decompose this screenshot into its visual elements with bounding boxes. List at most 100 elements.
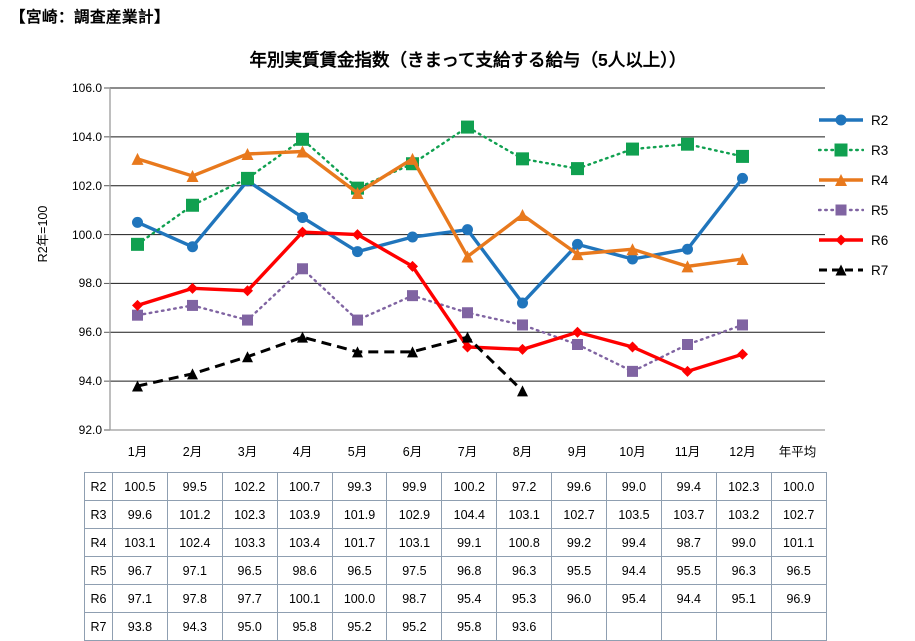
table-cell: 98.7: [660, 528, 717, 557]
table-cell: 94.3: [166, 612, 223, 641]
legend-marker-R5: [835, 204, 847, 216]
table-cell: 102.2: [221, 472, 278, 501]
table-cell: 95.0: [221, 612, 278, 641]
marker-R5: [407, 290, 418, 302]
table-cell: 99.4: [606, 528, 662, 557]
y-tick-label: 100.0: [71, 227, 102, 242]
table-cell: 101.1: [770, 528, 827, 557]
table-cell: 96.7: [112, 556, 168, 585]
legend-marker-R2: [835, 114, 847, 126]
marker-R7: [352, 346, 363, 358]
table-cell: 95.4: [441, 584, 498, 613]
y-tick-label: 102.0: [71, 178, 102, 193]
table-cell: 104.4: [441, 500, 498, 529]
x-tick-label: 1月: [127, 445, 148, 459]
table-row-R6: R6 97.1 97.8 97.7 100.1 100.0 98.7 95.4 95.3 96.0…: [84, 584, 827, 613]
marker-R6: [462, 341, 473, 353]
table-cell: 103.1: [496, 500, 553, 529]
page-title: 【宮崎：調査産業計】: [10, 9, 171, 26]
table-cell: [660, 612, 717, 641]
legend-key-R7: [819, 264, 863, 276]
marker-R4: [406, 152, 419, 165]
table-cell: [770, 612, 827, 641]
marker-R6: [297, 226, 308, 238]
table-cell: 96.3: [715, 556, 772, 585]
table-cell: [715, 612, 772, 641]
y-tick-label: 96.0: [78, 325, 102, 340]
marker-R5: [682, 339, 693, 350]
table-cell: 95.3: [496, 584, 553, 613]
legend-label: R5: [871, 202, 889, 218]
table-cell: 100.8: [496, 528, 553, 557]
marker-R6: [407, 260, 418, 272]
marker-R4: [131, 152, 144, 165]
marker-R5: [242, 314, 253, 326]
table-cell: 94.4: [606, 556, 662, 585]
table-cell: [551, 612, 608, 641]
table-cell: 101.9: [331, 500, 388, 529]
marker-R2: [517, 297, 528, 309]
table-cell: 97.8: [166, 584, 223, 613]
series-line-R2: [136, 177, 744, 306]
row-header: R5: [84, 556, 113, 585]
marker-R5: [187, 299, 198, 311]
x-tick-label: 12月: [729, 445, 756, 459]
table-cell: 102.4: [166, 528, 223, 557]
table-row-R7: R7 93.8 94.3 95.0 95.8 95.2 95.2 95.8 93.6: [84, 612, 827, 641]
table-cell: 98.6: [276, 556, 333, 585]
table-cell: 103.7: [660, 500, 717, 529]
table-cell: 95.4: [606, 584, 662, 613]
marker-R6: [627, 341, 638, 353]
marker-R6: [737, 348, 748, 360]
table-cell: 99.9: [386, 472, 443, 501]
table-cell: 99.6: [112, 500, 168, 529]
table-cell: 103.3: [221, 528, 278, 557]
table-cell: 99.0: [606, 472, 662, 501]
legend-key-R2: [819, 114, 863, 126]
table-cell: 98.7: [386, 584, 443, 613]
legend-label: R6: [871, 232, 889, 248]
marker-R3: [131, 237, 144, 251]
table-cell: 96.8: [441, 556, 498, 585]
row-header: R7: [84, 612, 113, 641]
table-cell: 103.5: [606, 500, 662, 529]
legend-marker-R7: [835, 264, 847, 276]
table-cell: 102.3: [221, 500, 278, 529]
table-cell: 96.9: [770, 584, 827, 613]
marker-R6: [517, 343, 528, 355]
legend-item-R4: R4: [818, 165, 914, 195]
row-header: R2: [84, 472, 113, 501]
x-tick-label: 11月: [674, 445, 701, 459]
marker-R6: [132, 299, 143, 311]
table-cell: 93.8: [112, 612, 168, 641]
marker-R7: [132, 380, 143, 392]
marker-R6: [572, 326, 583, 338]
table-cell: 96.3: [496, 556, 553, 585]
y-tick-label: 104.0: [71, 129, 102, 144]
table-cell: 96.5: [221, 556, 278, 585]
marker-R2: [462, 224, 473, 236]
row-header: R6: [84, 584, 113, 613]
marker-R7: [242, 351, 253, 363]
table-cell: 97.1: [166, 556, 223, 585]
legend-label: R4: [871, 172, 889, 188]
marker-R4: [461, 250, 474, 263]
table-row-R2: R2 100.5 99.5 102.2 100.7 99.3 99.9 100.2 97.2 99…: [84, 472, 827, 501]
marker-R7: [297, 331, 308, 343]
marker-R6: [242, 285, 253, 297]
data-table: R2 100.5 99.5 102.2 100.7 99.3 99.9 100.2 97.2 99…: [84, 472, 827, 641]
legend-item-R3: R3: [818, 135, 914, 165]
table-cell: 99.0: [715, 528, 772, 557]
marker-R4: [736, 253, 749, 265]
table-cell: 103.9: [276, 500, 333, 529]
series-line-R6: [136, 230, 744, 374]
table-cell: 102.3: [715, 472, 772, 501]
y-tick-label: 98.0: [78, 276, 102, 291]
marker-R6: [352, 229, 363, 241]
marker-R2: [407, 231, 418, 243]
legend-label: R3: [871, 142, 889, 158]
marker-R7: [462, 331, 473, 343]
table-cell: 100.1: [276, 584, 333, 613]
legend-label: R7: [871, 262, 889, 278]
